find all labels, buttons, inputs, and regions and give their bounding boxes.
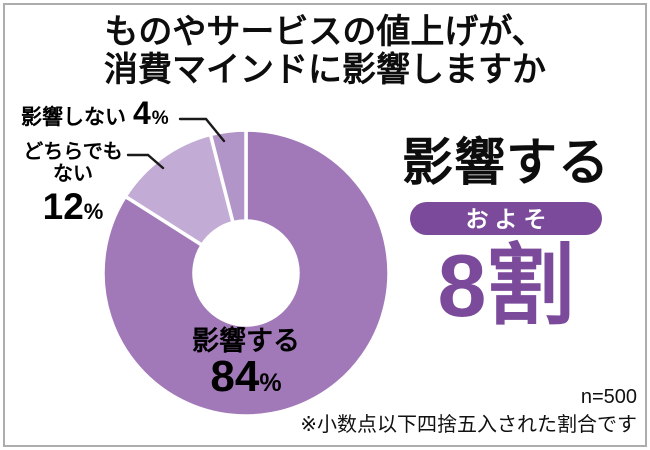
label-neither-value: 12 [42,186,84,227]
label-affects-value-row: 84% [146,355,346,399]
label-no-effect-unit: % [151,108,169,129]
highlight-headline: 影響する [401,134,610,191]
approx-badge: およそ [410,202,602,235]
label-no-effect-value: 4 [133,95,151,131]
label-affects: 影響する 84% [146,326,346,399]
label-neither: どちらでも ない 12% [12,141,134,225]
label-affects-value: 84 [210,352,260,401]
chart-title-line2: 消費マインドに影響しますか [104,51,546,89]
donut-slice-affects [101,128,391,418]
label-neither-name-line1: どちらでも [23,141,123,163]
leader-line-neither [126,153,165,170]
leader-line-no-effect [178,117,226,143]
chart-title-line1: ものやサービスの値上げが、 [104,13,546,51]
highlight-panel: 影響する およそ 8割 [390,135,622,331]
chart-title: ものやサービスの値上げが、 消費マインドに影響しますか [0,13,650,89]
label-neither-name-line2: ない [53,163,93,185]
label-affects-unit: % [259,369,282,397]
highlight-value: 8割 [437,236,575,335]
label-no-effect-name: 影響しない [21,106,126,129]
rounding-note: ※小数点以下四捨五入された割合です [300,414,637,436]
label-neither-value-row: 12% [12,188,134,225]
label-no-effect: 影響しない 4 % [21,95,169,132]
donut-slice-no-effect [208,128,248,225]
label-neither-unit: % [83,199,104,224]
sample-size: n=500 [580,386,637,408]
label-affects-name: 影響する [192,326,300,356]
